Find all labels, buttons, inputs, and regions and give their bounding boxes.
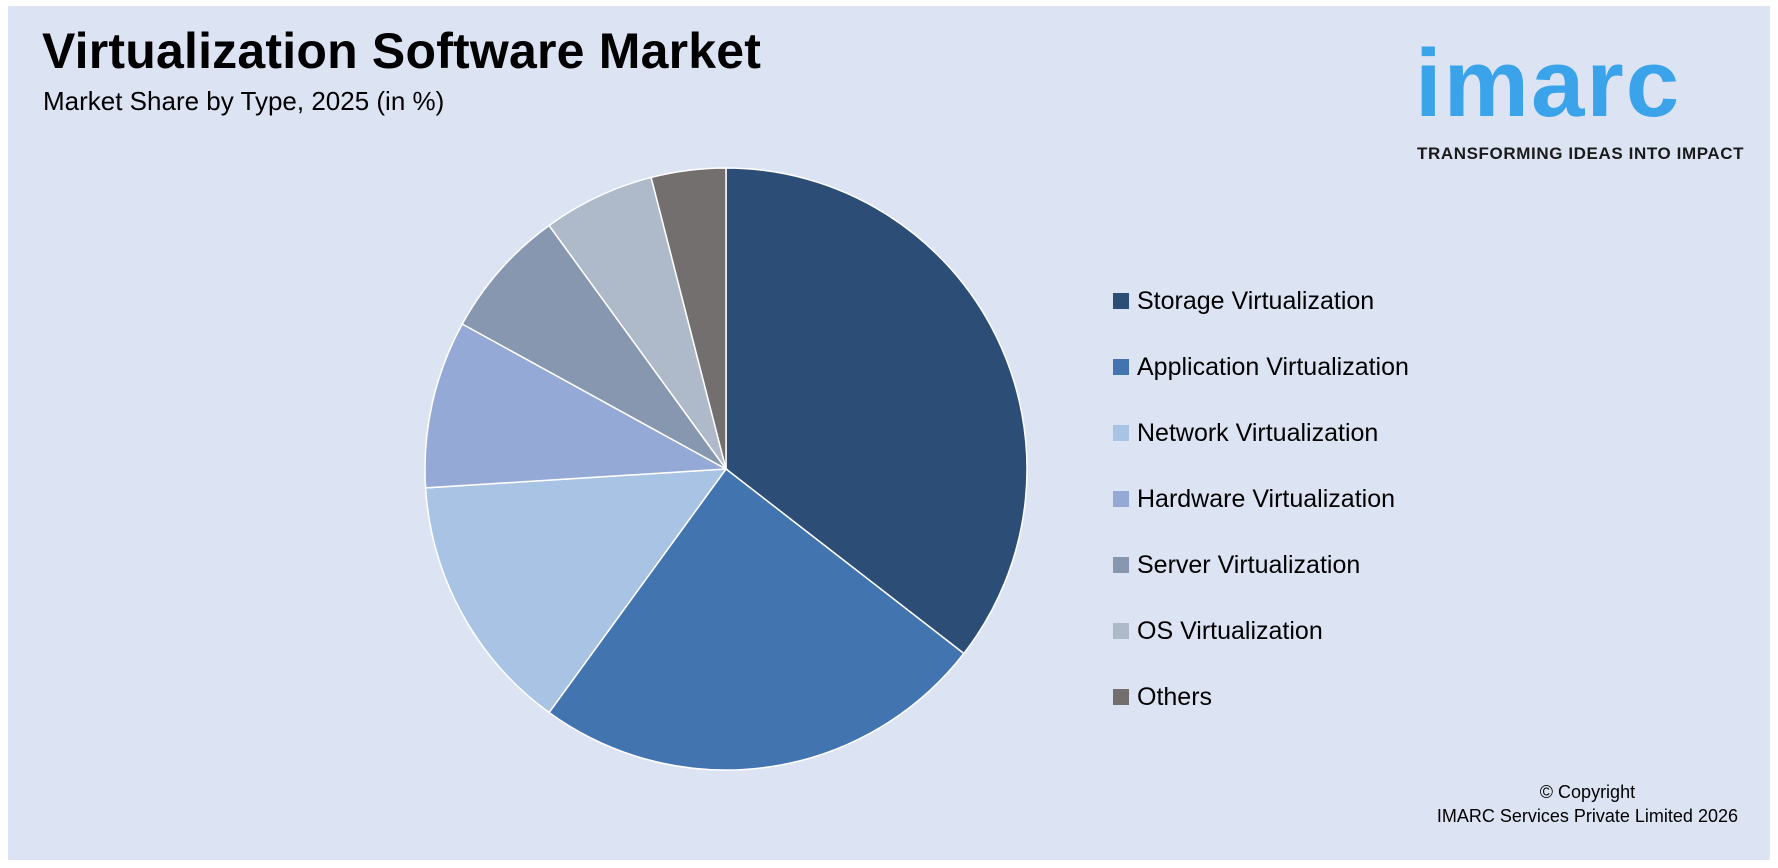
pie-slice-server-virtualization bbox=[461, 224, 727, 470]
chart-subtitle: Market Share by Type, 2025 (in %) bbox=[43, 86, 445, 116]
pie-slice-storage-virtualization bbox=[725, 167, 1028, 655]
legend-item: Storage Virtualization bbox=[1113, 268, 1409, 334]
chart-legend: Storage Virtualization Application Virtua… bbox=[1113, 268, 1409, 730]
legend-swatch bbox=[1113, 491, 1129, 507]
legend-label: Application Virtualization bbox=[1137, 352, 1409, 381]
imarc-logo: imarc TRANSFORMING IDEAS INTO IMPACT bbox=[1405, 18, 1755, 168]
pie-slice-application-virtualization bbox=[548, 467, 965, 771]
legend-label: Server Virtualization bbox=[1137, 550, 1361, 579]
legend-item: Server Virtualization bbox=[1113, 532, 1409, 598]
legend-label: OS Virtualization bbox=[1137, 616, 1323, 645]
legend-swatch bbox=[1113, 359, 1129, 375]
legend-label: Network Virtualization bbox=[1137, 418, 1379, 447]
legend-swatch bbox=[1113, 293, 1129, 309]
legend-label: Storage Virtualization bbox=[1137, 286, 1375, 315]
legend-label: Hardware Virtualization bbox=[1137, 484, 1395, 513]
legend-swatch bbox=[1113, 689, 1129, 705]
logo-wordmark: imarc bbox=[1415, 30, 1682, 137]
legend-swatch bbox=[1113, 623, 1129, 639]
legend-swatch bbox=[1113, 557, 1129, 573]
chart-title: Virtualization Software Market bbox=[42, 23, 762, 79]
pie-slice-hardware-virtualization bbox=[424, 322, 729, 489]
legend-item: Application Virtualization bbox=[1113, 334, 1409, 400]
logo-tagline: TRANSFORMING IDEAS INTO IMPACT bbox=[1417, 144, 1745, 163]
legend-item: Network Virtualization bbox=[1113, 400, 1409, 466]
pie-slice-network-virtualization bbox=[424, 468, 728, 714]
pie-slice-others bbox=[650, 167, 727, 470]
legend-item: Others bbox=[1113, 664, 1409, 730]
legend-item: OS Virtualization bbox=[1113, 598, 1409, 664]
legend-swatch bbox=[1113, 425, 1129, 441]
legend-label: Others bbox=[1137, 682, 1213, 711]
legend-item: Hardware Virtualization bbox=[1113, 466, 1409, 532]
copyright-line-2: IMARC Services Private Limited 2026 bbox=[1436, 806, 1738, 826]
copyright-notice: © Copyright IMARC Services Private Limit… bbox=[1437, 780, 1738, 828]
copyright-line-1: © Copyright bbox=[1539, 782, 1636, 802]
